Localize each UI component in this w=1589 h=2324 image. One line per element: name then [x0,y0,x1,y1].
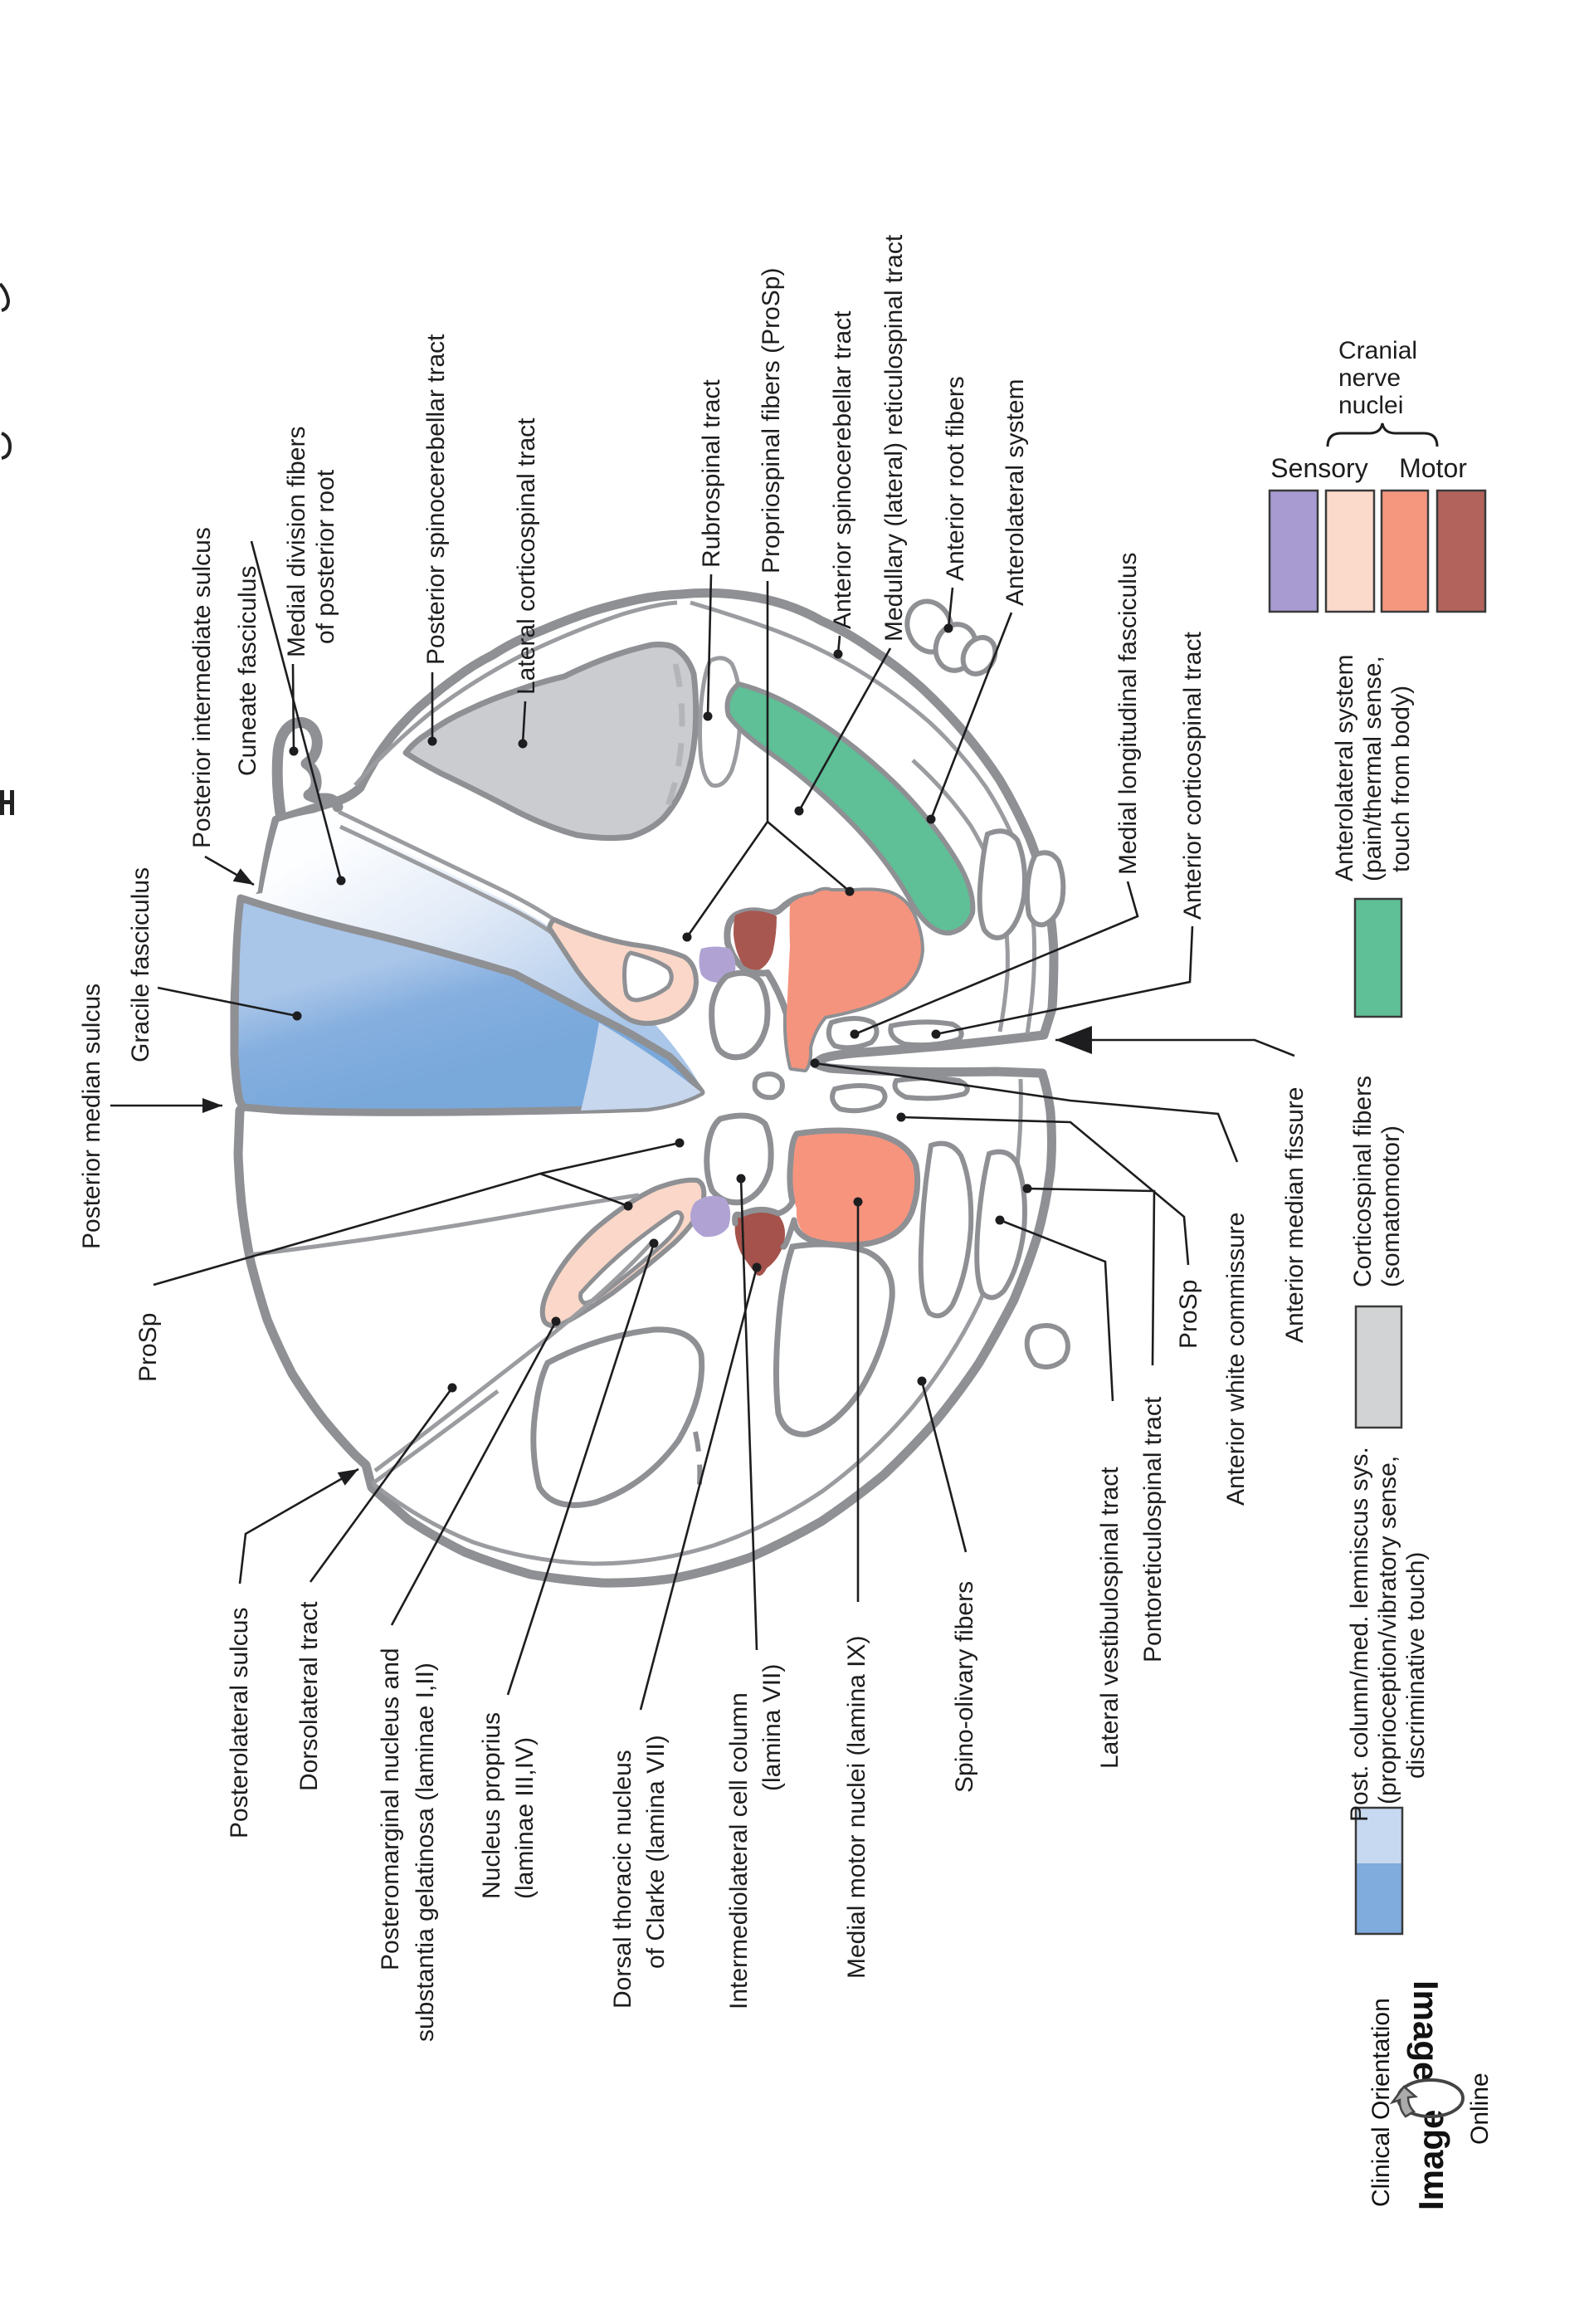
svg-text:of posterior root: of posterior root [312,469,339,644]
svg-text:Posterior median sulcus: Posterior median sulcus [78,984,105,1249]
svg-text:Motor: Motor [1399,453,1467,483]
svg-text:Nucleus proprius: Nucleus proprius [478,1712,505,1899]
svg-text:Anterolateral system: Anterolateral system [1331,655,1358,881]
svg-text:substantia gelatinosa (laminae: substantia gelatinosa (laminae I,II) [412,1662,439,2042]
svg-text:Dorsal thoracic nucleus: Dorsal thoracic nucleus [609,1750,636,2009]
svg-text:Lateral vestibulospinal tract: Lateral vestibulospinal tract [1096,1467,1124,1769]
svg-text:(proprioception/vibratory sens: (proprioception/vibratory sense, [1374,1456,1401,1804]
svg-text:Posterior intermediate sulcus: Posterior intermediate sulcus [188,527,216,848]
svg-text:Sensory: Sensory [1270,453,1367,483]
svg-text:Medullary (lateral) reticulosp: Medullary (lateral) reticulospinal tract [880,234,908,642]
svg-text:Dorsolateral tract: Dorsolateral tract [295,1601,323,1791]
svg-text:Corticospinal fibers: Corticospinal fibers [1349,1076,1377,1287]
svg-text:Anterior corticospinal tract: Anterior corticospinal tract [1179,632,1206,920]
svg-text:Medial longitudinal fasciculus: Medial longitudinal fasciculus [1114,552,1142,875]
svg-text:Rubrospinal tract: Rubrospinal tract [698,379,725,568]
svg-text:Anterior white commissure: Anterior white commissure [1222,1213,1250,1506]
svg-text:Cuneate fasciculus: Cuneate fasciculus [234,566,261,776]
svg-text:Image: Image [1406,1980,1445,2081]
svg-text:(somatomotor): (somatomotor) [1377,1125,1405,1287]
svg-text:Medial motor nuclei (lamina IX: Medial motor nuclei (lamina IX) [843,1636,870,1979]
svg-text:of Clarke (lamina VII): of Clarke (lamina VII) [642,1735,670,1969]
svg-text:Pontoreticulospinal tract: Pontoreticulospinal tract [1139,1396,1167,1662]
svg-text:Medial division fibers: Medial division fibers [283,427,310,657]
svg-text:nerve: nerve [1338,364,1401,392]
svg-text:discriminative touch): discriminative touch) [1402,1552,1430,1779]
svg-text:(lamina VII): (lamina VII) [758,1664,786,1791]
svg-text:Online: Online [1466,2073,1494,2145]
svg-text:nuclei: nuclei [1338,392,1403,419]
svg-text:Lateral corticospinal tract: Lateral corticospinal tract [513,417,540,695]
svg-text:Intermediolateral cell column: Intermediolateral cell column [725,1692,753,2009]
svg-text:Posteromarginal nucleus and: Posteromarginal nucleus and [377,1648,404,1970]
svg-text:Anterolateral system: Anterolateral system [1002,379,1029,606]
svg-text:Post. column/med. lemniscus sy: Post. column/med. lemniscus sys. [1346,1447,1373,1822]
svg-text:ProSp: ProSp [134,1313,162,1382]
svg-text:Anterior spinocerebellar tract: Anterior spinocerebellar tract [829,310,856,629]
svg-text:(laminae III,IV): (laminae III,IV) [511,1737,539,1899]
svg-text:ProSp: ProSp [1175,1280,1202,1349]
svg-text:Cranial: Cranial [1338,337,1417,364]
svg-text:Posterolateral sulcus: Posterolateral sulcus [226,1608,253,1838]
svg-text:Propriospinal fibers (ProSp): Propriospinal fibers (ProSp) [758,268,785,574]
svg-text:Gracile fasciculus: Gracile fasciculus [127,867,154,1062]
svg-text:Posterior spinocerebellar trac: Posterior spinocerebellar tract [422,334,450,665]
svg-text:touch from body): touch from body) [1387,686,1415,872]
svg-text:Image: Image [1411,2110,1450,2210]
svg-text:Spino-olivary fibers: Spino-olivary fibers [951,1581,978,1793]
svg-text:Clinical Orientation: Clinical Orientation [1367,1998,1395,2207]
svg-text:Anterior root fibers: Anterior root fibers [942,376,969,581]
svg-text:Anterior median fissure: Anterior median fissure [1281,1087,1309,1343]
svg-text:(pain/thermal sense,: (pain/thermal sense, [1359,656,1387,881]
